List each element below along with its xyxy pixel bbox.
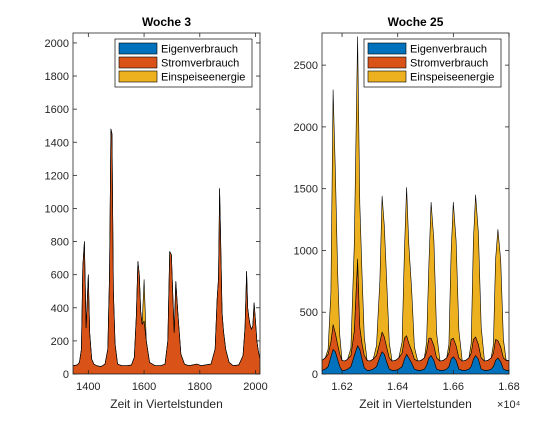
y-tick-label: 1200: [45, 170, 69, 182]
y-tick-label: 2500: [294, 60, 318, 72]
legend-swatch: [367, 70, 407, 83]
legend-label: Stromverbrauch: [410, 58, 488, 70]
y-tick-label: 1000: [294, 245, 318, 257]
x-tick-label: 2000: [243, 381, 267, 393]
y-tick-label: 2000: [294, 122, 318, 134]
y-tick-label: 1800: [45, 71, 69, 83]
x-tick-label: 1.62: [331, 381, 352, 393]
x-axis-label: Zeit in Viertelstunden: [110, 397, 223, 411]
legend: Eigenverbrauch Stromverbrauch Einspeiseene…: [363, 38, 502, 88]
area-series-einspeiseenergie: [322, 36, 509, 362]
x-axis-label: Zeit in Viertelstunden: [359, 397, 472, 411]
y-tick-label: 2000: [45, 38, 69, 50]
legend-label: Einspeiseenergie: [410, 72, 494, 84]
y-tick-label: 800: [51, 237, 69, 249]
plot-layer: [322, 36, 509, 374]
legend-label: Eigenverbrauch: [161, 44, 238, 56]
legend-label: Stromverbrauch: [161, 58, 239, 70]
legend-swatch: [118, 42, 158, 55]
y-tick-label: 400: [51, 303, 69, 315]
y-tick-label: 500: [300, 307, 318, 319]
x-tick-label: 1.64: [387, 381, 408, 393]
axes-box: [321, 32, 510, 375]
legend-label: Eigenverbrauch: [410, 44, 487, 56]
x-tick-label: 1600: [132, 381, 156, 393]
plot-area: [73, 33, 260, 374]
x-tick-label: 1.68: [498, 381, 519, 393]
chart-title: Woche 3: [142, 15, 191, 29]
plot-layer: [73, 128, 260, 374]
legend-swatch: [367, 42, 407, 55]
axes-box: [72, 32, 261, 375]
area-series-einspeiseenergie: [73, 128, 260, 367]
y-tick-label: 0: [63, 369, 69, 381]
x-tick-label: 1800: [188, 381, 212, 393]
legend-swatch: [118, 56, 158, 69]
chart-panel-2: 0 500 1000 1500 2000 2500 1.62 1.64 1.66 1.68 Woch…: [294, 15, 521, 411]
x-axis-multiplier: ×10⁴: [497, 399, 521, 411]
legend-label: Einspeiseenergie: [161, 72, 245, 84]
y-tick-label: 0: [312, 369, 318, 381]
chart-title: Woche 25: [388, 15, 444, 29]
y-tick-label: 1400: [45, 137, 69, 149]
legend-swatch: [367, 56, 407, 69]
x-tick-label: 1.66: [443, 381, 464, 393]
chart-panel-1: 0 200 400 600 800 1000 1200 1400 1600 1800 2000 140…: [45, 15, 268, 411]
legend: Eigenverbrauch Stromverbrauch Einspeiseene…: [114, 38, 253, 88]
y-tick-label: 1000: [45, 203, 69, 215]
y-tick-label: 1600: [45, 104, 69, 116]
legend-swatch: [118, 70, 158, 83]
x-tick-label: 1400: [76, 381, 100, 393]
y-tick-label: 200: [51, 336, 69, 348]
y-tick-label: 1500: [294, 184, 318, 196]
y-tick-label: 600: [51, 270, 69, 282]
